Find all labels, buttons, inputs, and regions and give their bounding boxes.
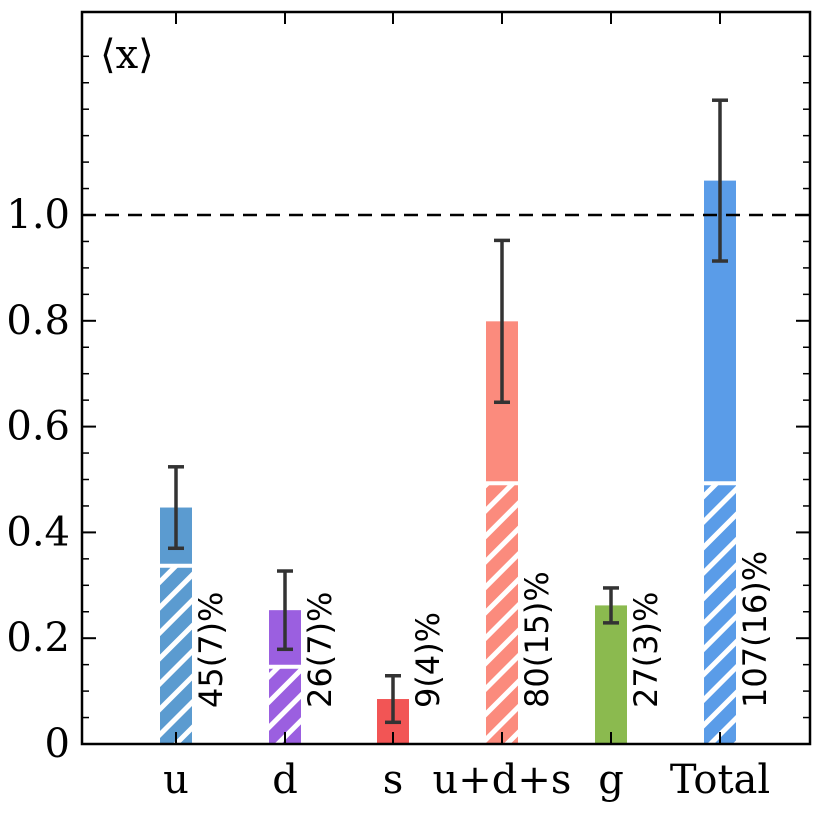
y-axis-label: ⟨x⟩ bbox=[100, 32, 154, 78]
error-bar-uplusdpluss bbox=[494, 238, 510, 405]
category-label-u: u bbox=[163, 757, 189, 803]
percent-label-u: 45(7)% bbox=[192, 592, 230, 708]
labels-layer: u 45(7)% d 26(7)% s 9(4)% u+d+s 80(15)% g 27(3)% T… bbox=[6, 192, 774, 803]
category-label-uplusdpluss: u+d+s bbox=[433, 757, 572, 803]
bar-u-hatched bbox=[160, 565, 192, 744]
error-bar-d bbox=[277, 569, 293, 652]
category-label-s: s bbox=[383, 757, 404, 803]
error-bars-layer bbox=[168, 98, 728, 725]
category-label-d: d bbox=[272, 757, 298, 803]
y-tick-label: 0.8 bbox=[6, 298, 70, 344]
bars-layer bbox=[160, 180, 736, 744]
percent-label-total: 107(16)% bbox=[736, 551, 774, 708]
bar-uplusdpluss-hatched bbox=[486, 483, 518, 744]
y-tick-label: 0.6 bbox=[6, 404, 70, 450]
bar-g-solid bbox=[595, 605, 627, 744]
bar-d-hatched bbox=[269, 666, 301, 744]
bar-total-hatched bbox=[704, 483, 736, 744]
percent-label-uplusdpluss: 80(15)% bbox=[518, 571, 556, 708]
percent-label-g: 27(3)% bbox=[627, 592, 665, 708]
percent-label-d: 26(7)% bbox=[301, 592, 339, 708]
error-bar-g bbox=[603, 586, 619, 625]
error-bar-total bbox=[712, 98, 728, 263]
category-label-total: Total bbox=[670, 757, 770, 803]
error-bar-u bbox=[168, 465, 184, 551]
y-tick-label: 0.4 bbox=[6, 509, 70, 555]
y-tick-label: 0.2 bbox=[6, 615, 70, 661]
error-bar-s bbox=[385, 674, 401, 725]
plot-frame bbox=[80, 10, 812, 746]
y-tick-label: 1.0 bbox=[6, 192, 70, 238]
percent-label-s: 9(4)% bbox=[409, 612, 447, 708]
category-label-g: g bbox=[598, 757, 624, 803]
y-tick-label: 0 bbox=[45, 721, 70, 767]
